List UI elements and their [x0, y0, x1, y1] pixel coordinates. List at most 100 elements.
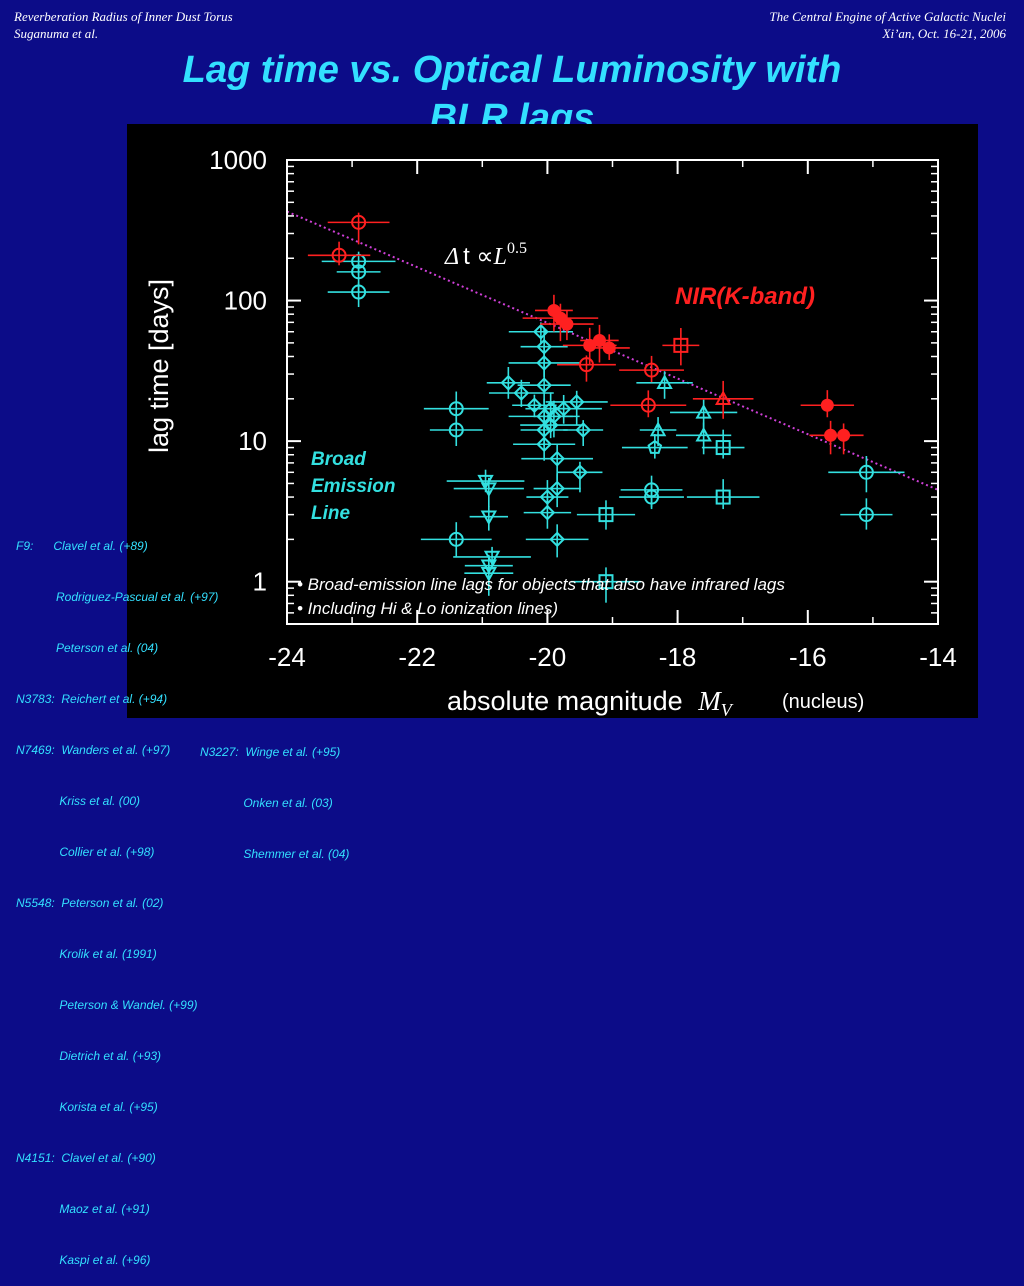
blr-data-point — [570, 567, 642, 603]
reference-line: Rodriguez-Pascual et al. (+97) — [16, 590, 219, 604]
square-marker — [715, 489, 731, 505]
x-tick-label: -16 — [789, 642, 827, 672]
blr-data-point — [639, 417, 677, 446]
y-axis-label: lag time [days] — [144, 279, 174, 453]
reference-line: Kriss et al. (00) — [16, 794, 141, 808]
references-left: F9: Clavel et al. (+89) Rodriguez-Pascua… — [16, 504, 218, 1286]
references-right: N3227: Winge et al. (+95) Onken et al. (… — [200, 710, 349, 880]
blr-data-point — [508, 322, 573, 344]
fit-label-delta: Δ — [444, 244, 459, 270]
blr-data-point — [701, 429, 745, 459]
diamond-marker — [549, 450, 566, 467]
reference-line: Peterson & Wandel. (+99) — [16, 998, 198, 1012]
header-left-title: Reverberation Radius of Inner Dust Torus — [14, 9, 233, 24]
reference-line: N3783: Reichert et al. (+94) — [16, 692, 168, 706]
note-line1: • Broad-emission line lags for objects t… — [297, 575, 785, 594]
svg-text:absolute magnitude MV: absolute magnitude MV — [447, 686, 734, 718]
blr-label-line1: Broad — [311, 449, 366, 470]
blr-data-point — [327, 282, 390, 308]
x-tick-label: -14 — [919, 642, 957, 672]
circle-marker — [640, 397, 656, 413]
header-left: Reverberation Radius of Inner Dust Torus… — [14, 8, 233, 42]
y-tick-label: 100 — [224, 286, 267, 316]
reference-line: Korista et al. (+95) — [16, 1100, 158, 1114]
nir-data-point — [662, 328, 700, 366]
blr-data-point — [676, 422, 732, 455]
reference-line: N7469: Wanders et al. (+97) — [16, 743, 171, 757]
header-right-conference: The Central Engine of Active Galactic Nu… — [769, 9, 1006, 24]
blr-data-point — [686, 479, 760, 510]
nir-data-point — [823, 423, 864, 455]
diamond-marker — [549, 531, 566, 548]
diamond-marker — [532, 323, 549, 340]
circle-marker — [351, 214, 367, 230]
diamond-marker — [526, 397, 543, 414]
triangle-marker — [695, 403, 712, 419]
x-axis-label: absolute magnitude MV (nucleus) — [447, 686, 864, 718]
filled-circle-marker — [592, 333, 606, 347]
header-right: The Central Engine of Active Galactic Nu… — [769, 8, 1006, 42]
reference-line: Dietrich et al. (+93) — [16, 1049, 162, 1063]
nir-data-point — [327, 212, 390, 245]
x-axis-note: (nucleus) — [782, 691, 864, 713]
blr-data-point — [464, 562, 514, 596]
triangle-marker — [649, 421, 667, 437]
diamond-marker — [568, 394, 585, 410]
reference-line: N5548: Peterson et al. (02) — [16, 896, 164, 910]
scatter-chart: -24 -22 -20 -18 -16 -14 1000 100 10 1 lag time [d… — [144, 145, 957, 718]
diamond-marker — [575, 422, 592, 438]
circle-marker — [331, 247, 347, 263]
nir-data-point — [307, 241, 371, 266]
blr-data-point — [535, 400, 573, 438]
triangle-marker — [656, 374, 673, 389]
diamond-marker — [549, 480, 566, 497]
blr-data-point — [621, 434, 688, 459]
diamond-marker — [555, 400, 572, 417]
reference-line: N4151: Clavel et al. (+90) — [16, 1151, 156, 1165]
header-right-venue: Xi’an, Oct. 16-21, 2006 — [882, 26, 1006, 41]
blr-data-point — [636, 371, 693, 399]
nir-data-point — [610, 390, 687, 418]
diamond-marker — [513, 385, 530, 401]
reference-line: Shemmer et al. (04) — [200, 847, 350, 861]
blr-data-point — [486, 366, 530, 399]
reference-line: N3227: Winge et al. (+95) — [200, 745, 341, 759]
circle-marker — [578, 357, 594, 373]
circle-marker — [351, 264, 367, 280]
diamond-marker — [500, 374, 517, 391]
slide-title-line1: Lag time vs. Optical Luminosity with — [182, 49, 842, 91]
blr-data-point — [840, 498, 893, 530]
filled-circle-marker — [560, 317, 574, 331]
fit-label-t: t ∝ — [463, 243, 493, 270]
y-tick-label: 10 — [238, 426, 267, 456]
triangle-marker — [695, 426, 712, 442]
nir-series-label: NIR(K-band) — [675, 283, 815, 310]
blr-data-point — [420, 522, 492, 558]
reference-line: Krolik et al. (1991) — [16, 947, 157, 961]
blr-data-point — [563, 420, 604, 446]
blr-data-point — [576, 500, 636, 530]
blr-data-point — [512, 394, 557, 418]
blr-data-point — [517, 367, 571, 405]
reference-line: Kaspi et al. (+96) — [16, 1253, 151, 1267]
blr-label-line2: Emission — [311, 476, 395, 497]
nir-data-point — [522, 303, 599, 342]
reference-line: Peterson et al. (04) — [16, 641, 159, 655]
square-marker — [715, 440, 731, 456]
filled-circle-marker — [602, 341, 616, 355]
note-line2: • Including Hi & Lo ionization lines) — [297, 599, 558, 618]
x-axis-label-text: absolute magnitude — [447, 686, 683, 716]
nir-data-point — [588, 334, 630, 360]
circle-marker — [448, 422, 464, 438]
slide-title: Lag time vs. Optical Luminosity with BLR… — [0, 46, 1024, 142]
circle-marker — [644, 362, 660, 378]
diamond-marker — [545, 408, 562, 425]
blr-data-point — [533, 473, 581, 508]
blr-data-point — [523, 495, 572, 529]
x-axis-symbol: M — [697, 686, 722, 716]
nir-data-point — [692, 380, 754, 419]
reference-line: Maoz et al. (+91) — [16, 1202, 150, 1216]
fit-label-exponent: 0.5 — [507, 240, 527, 257]
square-marker — [598, 507, 614, 523]
nir-data-point — [557, 355, 616, 382]
